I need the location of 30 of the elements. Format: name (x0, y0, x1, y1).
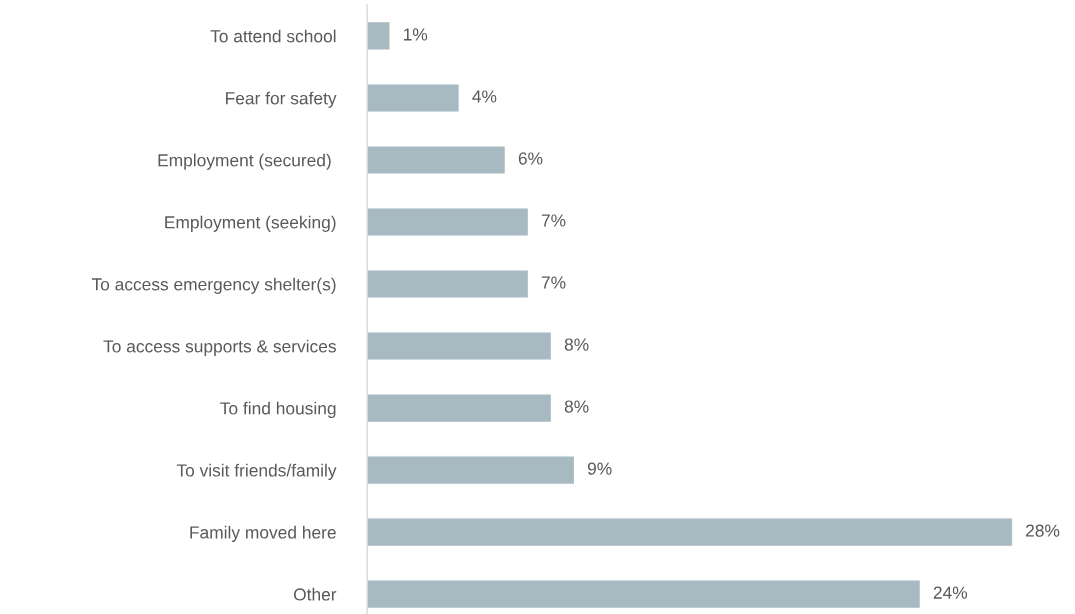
data-label: 8% (564, 338, 589, 351)
bar (367, 517, 1013, 548)
bar (367, 331, 553, 362)
y-tick-label: To find housing (220, 401, 336, 418)
y-tick-label: Employment (seeking) (165, 215, 336, 232)
data-label: 6% (518, 152, 543, 165)
data-label: 1% (403, 28, 428, 41)
data-label: 4% (472, 90, 497, 103)
bar (367, 145, 507, 175)
y-tick-label: Other (293, 587, 337, 601)
data-label: 28% (1026, 524, 1060, 537)
data-label: 9% (587, 462, 612, 475)
bar (367, 579, 922, 610)
data-label: 7% (541, 214, 566, 227)
data-label: 7% (541, 276, 566, 289)
bar (367, 269, 530, 299)
data-label: 8% (564, 400, 589, 413)
bar (367, 393, 553, 424)
bar (367, 82, 461, 113)
y-tick-label: To attend school (210, 29, 336, 43)
bar (367, 455, 576, 486)
data-label: 24% (933, 586, 968, 599)
y-tick-label: To visit friends/family (176, 463, 337, 480)
y-tick-label: Fear for safety (226, 91, 337, 108)
y-tick-label: Family moved here (190, 525, 336, 543)
y-tick-label: Employment (secured) (158, 153, 331, 170)
y-tick-label: To access emergency shelter(s) (91, 277, 336, 294)
y-tick-label: To access supports & services (103, 339, 336, 356)
bar (367, 20, 391, 51)
bar (367, 207, 530, 237)
